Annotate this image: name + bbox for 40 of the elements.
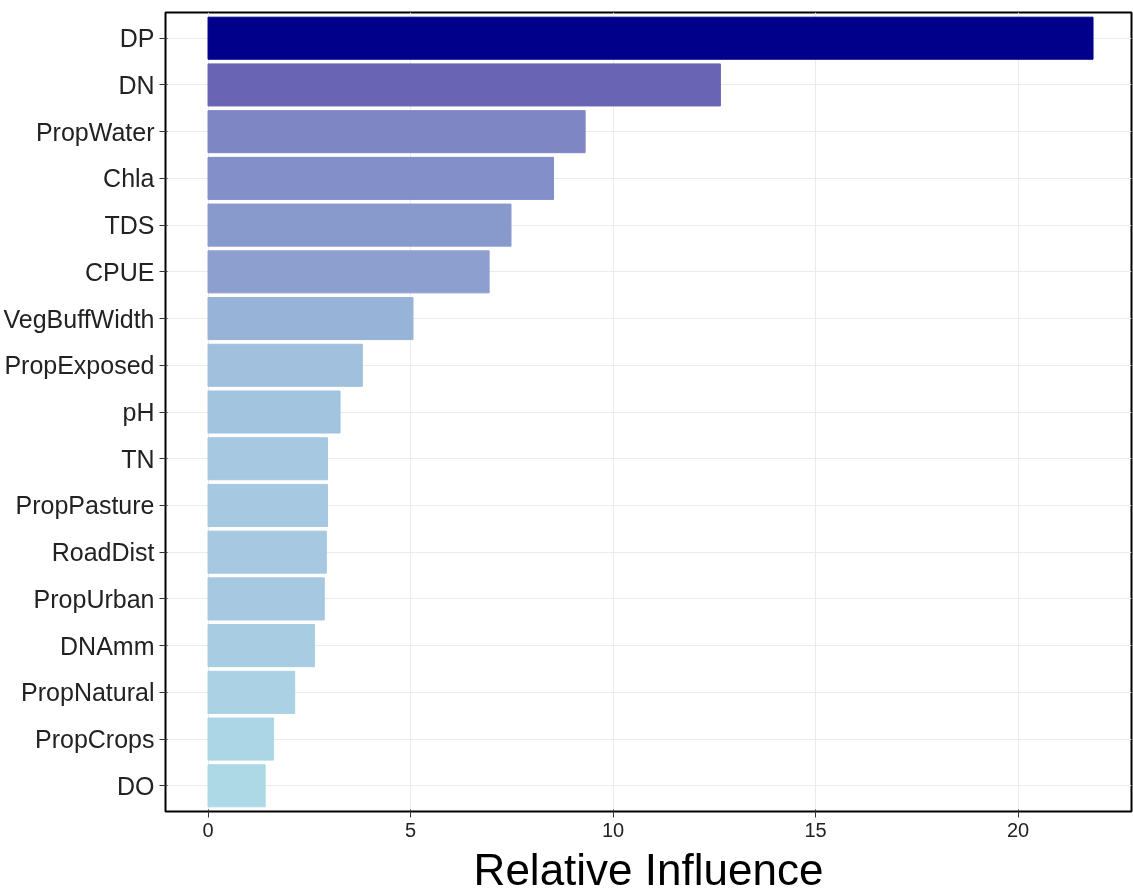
y-tick-label: PropUrban [33, 584, 155, 613]
y-tick-label: pH [122, 398, 155, 426]
x-tick-label: 5 [404, 818, 417, 841]
y-tick-label: PropNatural [21, 678, 155, 707]
y-tick-label: TN [121, 444, 155, 473]
y-tick-label: PropPasture [15, 491, 155, 520]
bar [207, 437, 329, 481]
x-axis-title: Relative Influence [473, 844, 824, 894]
y-tick-label: VegBuffWidth [3, 304, 155, 333]
bar [207, 624, 316, 668]
y-tick-label: TDS [104, 211, 155, 240]
y-tick-label: DN [118, 70, 155, 99]
y-tick-label: PropWater [35, 117, 155, 146]
bar [207, 530, 327, 574]
bar [207, 297, 414, 341]
y-tick-label: DP [119, 24, 155, 53]
bar [207, 16, 1094, 60]
bar [207, 156, 555, 200]
y-tick-label: RoadDist [51, 538, 155, 567]
bar [207, 250, 490, 294]
x-tick-label: 15 [804, 818, 827, 841]
bar [207, 717, 275, 761]
x-tick-label: 0 [202, 818, 214, 841]
y-tick-label: DO [117, 771, 155, 800]
y-tick-label: DNAmm [60, 631, 155, 660]
y-tick-label: PropCrops [35, 725, 155, 754]
y-tick-label: Chla [103, 164, 155, 193]
bar [207, 670, 296, 714]
bar [207, 577, 325, 621]
bar [207, 203, 512, 247]
x-tick-label: 10 [601, 818, 625, 841]
bar [207, 63, 721, 107]
y-tick-label: CPUE [85, 257, 155, 286]
bar [207, 110, 586, 154]
bar [207, 390, 341, 434]
bar [207, 483, 329, 527]
y-tick-label: PropExposed [4, 351, 155, 380]
bar [207, 764, 266, 808]
x-tick-label: 20 [1006, 818, 1030, 841]
bar [207, 343, 363, 387]
